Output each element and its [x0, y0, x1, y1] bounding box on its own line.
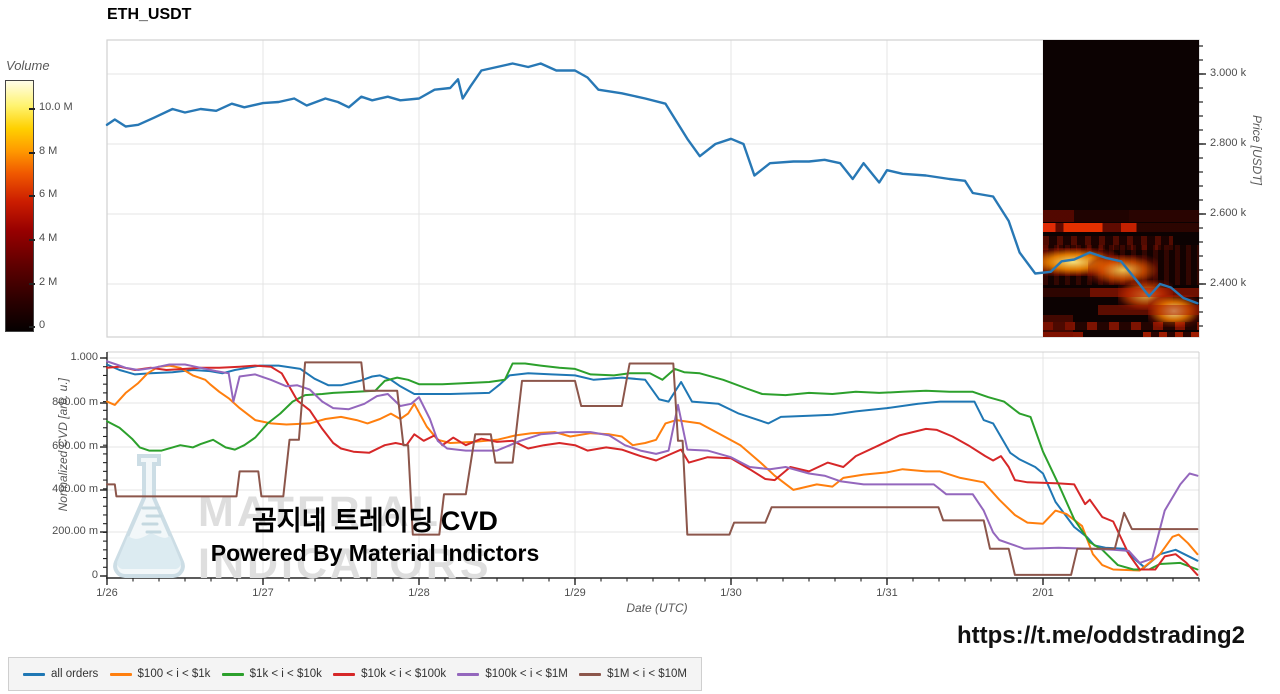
volume-colorbar [5, 80, 34, 332]
date-tick-label: 2/01 [1032, 587, 1054, 599]
volume-heatmap [1043, 40, 1199, 337]
colorbar-tick-label: 0 [39, 319, 46, 331]
colorbar-tick-label: 6 M [39, 188, 58, 200]
ghost-watermark-line1: MATERIAL [198, 488, 441, 536]
legend-label: $100 < i < $1k [137, 668, 211, 680]
colorbar-tick-mark [29, 108, 35, 110]
legend-line-swatch [579, 672, 602, 676]
legend-label: $1k < i < $10k [249, 668, 322, 680]
date-tick-label: 1/28 [408, 587, 430, 599]
colorbar-tick-label: 10.0 M [39, 101, 73, 113]
series-eth-usdt-price [105, 62, 1199, 305]
series--1k-i-10k [106, 362, 1199, 571]
legend-line-swatch [109, 672, 132, 676]
legend-label: $10k < i < $100k [361, 668, 447, 680]
legend-line-swatch [221, 672, 244, 676]
colorbar-tick-mark [29, 283, 35, 285]
cvd-tick-label: 200.00 m [52, 525, 98, 537]
legend-item: all orders [23, 668, 98, 680]
cvd-tick-label: 600.00 m [52, 440, 98, 452]
legend-label: $1M < i < $10M [607, 668, 687, 680]
legend-label: $100k < i < $1M [485, 668, 568, 680]
date-tick-label: 1/31 [876, 587, 898, 599]
series--10k-i-100k [106, 364, 1199, 576]
date-tick-label: 1/29 [564, 587, 586, 599]
date-tick-label: 1/27 [252, 587, 274, 599]
legend-item: $100 < i < $1k [109, 668, 211, 680]
price-tick-label: 2.800 k [1210, 137, 1247, 149]
watermark-text: 곰지네 트레이딩 CVD Powered By Material Indicto… [140, 505, 610, 568]
date-tick-label: 1/26 [96, 587, 118, 599]
material-indicators-ghost-watermark: MATERIAL INDICATORS [198, 486, 492, 590]
legend-line-swatch [457, 672, 480, 676]
colorbar-tick-mark [29, 239, 35, 241]
colorbar-tick-mark [29, 195, 35, 197]
colorbar-tick-mark [29, 152, 35, 154]
series--1m-i-10m [106, 361, 1199, 576]
price-axis-label: Price [USDT] [1250, 115, 1264, 186]
price-tick-label: 3.000 k [1210, 67, 1247, 79]
legend-label: all orders [51, 668, 99, 680]
date-tick-label: 1/30 [720, 587, 742, 599]
cvd-tick-label: 1.000 [70, 351, 98, 363]
colorbar-title: Volume [6, 58, 50, 73]
cvd-tick-label: 400.00 m [52, 483, 98, 495]
cvd-tick-label: 800.00 m [52, 396, 98, 408]
series--100-i-1k [106, 364, 1199, 572]
telegram-url-text: https://t.me/oddstrading2 [957, 622, 1245, 649]
colorbar-tick-mark [29, 326, 35, 328]
legend-line-swatch [333, 672, 356, 676]
colorbar-tick-label: 2 M [39, 276, 58, 288]
date-axis-label: Date (UTC) [626, 601, 688, 615]
cvd-tick-label: 0 [91, 569, 98, 581]
legend-item: $100k < i < $1M [457, 668, 568, 680]
series--100k-i-1m [106, 360, 1199, 564]
colorbar-tick-label: 8 M [39, 145, 58, 157]
watermark-line2: Powered By Material Indictors [210, 540, 540, 566]
legend-line-swatch [23, 672, 45, 676]
page-title: ETH_USDT [107, 6, 192, 23]
price-tick-label: 2.600 k [1210, 207, 1247, 219]
legend-item: $1k < i < $10k [221, 668, 322, 680]
legend: all orders $100 < i < $1k $1k < i < $10k $1… [8, 657, 702, 691]
legend-item: $10k < i < $100k [333, 668, 446, 680]
ghost-watermark-line2: INDICATORS [198, 540, 492, 588]
legend-item: $1M < i < $10M [579, 668, 687, 680]
watermark-line1: 곰지네 트레이딩 CVD [252, 506, 498, 536]
price-tick-label: 2.400 k [1210, 277, 1247, 289]
flask-icon [113, 454, 185, 578]
colorbar-tick-label: 4 M [39, 232, 58, 244]
